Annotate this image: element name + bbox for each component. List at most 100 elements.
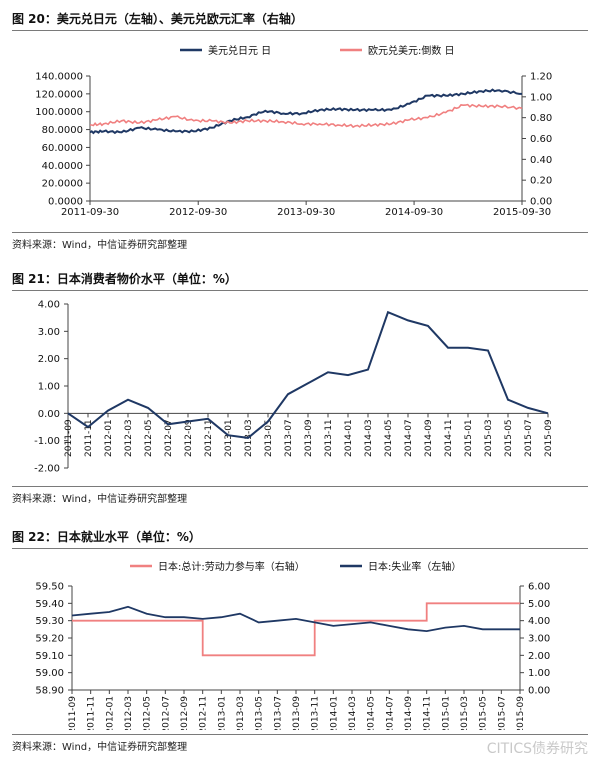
x-tick-label: 2014-07 — [404, 419, 414, 457]
x-tick-label: 2012-07 — [164, 419, 174, 457]
y-tick-label-right: 2.00 — [528, 651, 550, 662]
x-tick-label: 2015-01 — [441, 696, 451, 730]
y-tick-label-right: 1.20 — [530, 72, 552, 83]
y-tick-label-right: 0.80 — [530, 113, 552, 124]
x-tick-label: 2014-03 — [348, 696, 358, 730]
source-rule — [12, 486, 588, 487]
title-rule — [12, 548, 588, 549]
x-tick-label: 2013-11 — [324, 419, 334, 457]
x-tick-label: 2012-09-30 — [169, 207, 227, 218]
y-tick-label-left: 140.0000 — [35, 72, 83, 83]
x-tick-label: 2014-09-30 — [385, 207, 443, 218]
y-tick-label-left: 120.0000 — [35, 89, 83, 100]
x-tick-label: 2013-07 — [273, 696, 283, 730]
y-tick-label-right: 3.00 — [528, 634, 550, 645]
y-tick-label: 3.00 — [38, 327, 60, 338]
x-tick-label: 2011-09-30 — [61, 207, 119, 218]
x-tick-label: 2015-03 — [484, 419, 494, 457]
series-line — [90, 103, 523, 129]
x-tick-label: 2014-01 — [329, 696, 339, 730]
series-line — [72, 602, 520, 657]
series-line — [89, 88, 522, 135]
x-tick-label: 2015-05 — [504, 419, 514, 457]
x-tick-label: 2015-09-30 — [493, 207, 551, 218]
y-tick-label-right: 0.00 — [528, 686, 550, 697]
legend-label: 欧元兑美元:倒数 日 — [368, 44, 455, 57]
y-tick-label-left: 60.0000 — [42, 143, 83, 154]
title-rule — [12, 30, 588, 31]
figure-title: 图 22：日本就业水平（单位：%） — [12, 530, 201, 544]
y-tick-label-right: 0.60 — [530, 134, 552, 145]
x-tick-label: 2014-05 — [384, 419, 394, 457]
x-tick-label: 2012-09 — [184, 419, 194, 457]
x-tick-label: 2015-09 — [544, 419, 554, 457]
x-tick-label: 2012-03 — [124, 419, 134, 457]
y-tick-label-right: 5.00 — [528, 599, 550, 610]
x-tick-label: 2013-07 — [284, 419, 294, 457]
source-rule — [12, 734, 588, 735]
series-line — [67, 310, 549, 439]
y-tick-label-right: 0.00 — [530, 197, 552, 208]
y-tick-label: -2.00 — [34, 464, 60, 475]
x-tick-label: 2011-11 — [87, 696, 97, 730]
x-tick-label: 2012-01 — [104, 419, 114, 457]
x-tick-label: 2013-09 — [304, 419, 314, 457]
y-tick-label: 4.00 — [38, 300, 60, 311]
series-line — [71, 605, 520, 633]
x-tick-label: 2012-11 — [204, 419, 214, 457]
x-tick-label: 2015-07 — [524, 419, 534, 457]
y-tick-label-right: 4.00 — [528, 616, 550, 627]
x-tick-label: 2012-05 — [143, 696, 153, 730]
y-tick-label-left: 59.50 — [35, 582, 64, 593]
y-tick-label: 0.00 — [38, 409, 60, 420]
x-tick-label: 2014-07 — [385, 696, 395, 730]
source-rule — [12, 232, 588, 233]
y-tick-label-right: 0.40 — [530, 155, 552, 166]
x-tick-label: 2014-11 — [444, 419, 454, 457]
x-tick-label: 2011-09 — [64, 419, 74, 457]
y-tick-label-left: 59.00 — [35, 668, 64, 679]
y-tick-label-left: 59.30 — [35, 616, 64, 627]
source-note: 资料来源：Wind，中信证券研究部整理 — [12, 240, 188, 251]
y-tick-label-left: 0.0000 — [48, 197, 83, 208]
y-tick-label-left: 20.0000 — [42, 179, 83, 190]
x-tick-label: 2013-01 — [224, 419, 234, 457]
x-tick-label: 2012-05 — [144, 419, 154, 457]
employment-chart: 日本:总计:劳动力参与率（右轴） 日本:失业率（左轴） 58.90 59.00 59.1… — [35, 560, 550, 730]
y-tick-label-right: 6.00 — [528, 582, 550, 593]
x-tick-label: 2015-01 — [464, 419, 474, 457]
x-tick-label: 2013-09-30 — [277, 207, 335, 218]
x-tick-label: 2014-01 — [344, 419, 354, 457]
y-tick-label-right: 1.00 — [530, 92, 552, 103]
watermark: CITICS债券研究 — [486, 741, 588, 757]
x-tick-label: 2014-11 — [423, 696, 433, 730]
x-tick-label: 2013-09 — [292, 696, 302, 730]
x-tick-label: 2012-03 — [124, 696, 134, 730]
x-tick-label: 2013-05 — [255, 696, 265, 730]
x-tick-label: 2011-09 — [68, 696, 78, 730]
y-tick-label-left: 59.40 — [35, 599, 64, 610]
x-tick-label: 2012-09 — [180, 696, 190, 730]
title-rule — [12, 290, 588, 291]
figure-title: 图 21：日本消费者物价水平（单位：%） — [12, 272, 237, 286]
fx-chart: 美元兑日元 日 欧元兑美元:倒数 日 0.0000 20.0000 40.0000 60.… — [35, 44, 552, 218]
y-tick-label: -1.00 — [34, 436, 60, 447]
y-tick-label: 2.00 — [38, 354, 60, 365]
y-tick-label-right: 1.00 — [528, 668, 550, 679]
y-tick-label-right: 0.20 — [530, 176, 552, 187]
legend-label: 美元兑日元 日 — [208, 44, 271, 57]
x-tick-label: 2014-09 — [404, 696, 414, 730]
x-tick-label: 2012-07 — [161, 696, 171, 730]
y-tick-label-left: 100.0000 — [35, 107, 83, 118]
y-tick-label: 1.00 — [38, 382, 60, 393]
legend-label: 日本:失业率（左轴） — [368, 560, 461, 573]
x-tick-label: 2015-09 — [516, 696, 526, 730]
x-tick-label: 2015-07 — [497, 696, 507, 730]
cpi-chart: -2.00 -1.00 0.00 1.00 2.00 3.00 4.00 2011-09 201… — [34, 300, 554, 475]
y-tick-label-left: 40.0000 — [42, 161, 83, 172]
x-tick-label: 2012-01 — [105, 696, 115, 730]
x-tick-label: 2013-11 — [311, 696, 321, 730]
x-tick-label: 2013-03 — [236, 696, 246, 730]
y-tick-label-left: 59.10 — [35, 651, 64, 662]
y-tick-label-left: 80.0000 — [42, 125, 83, 136]
